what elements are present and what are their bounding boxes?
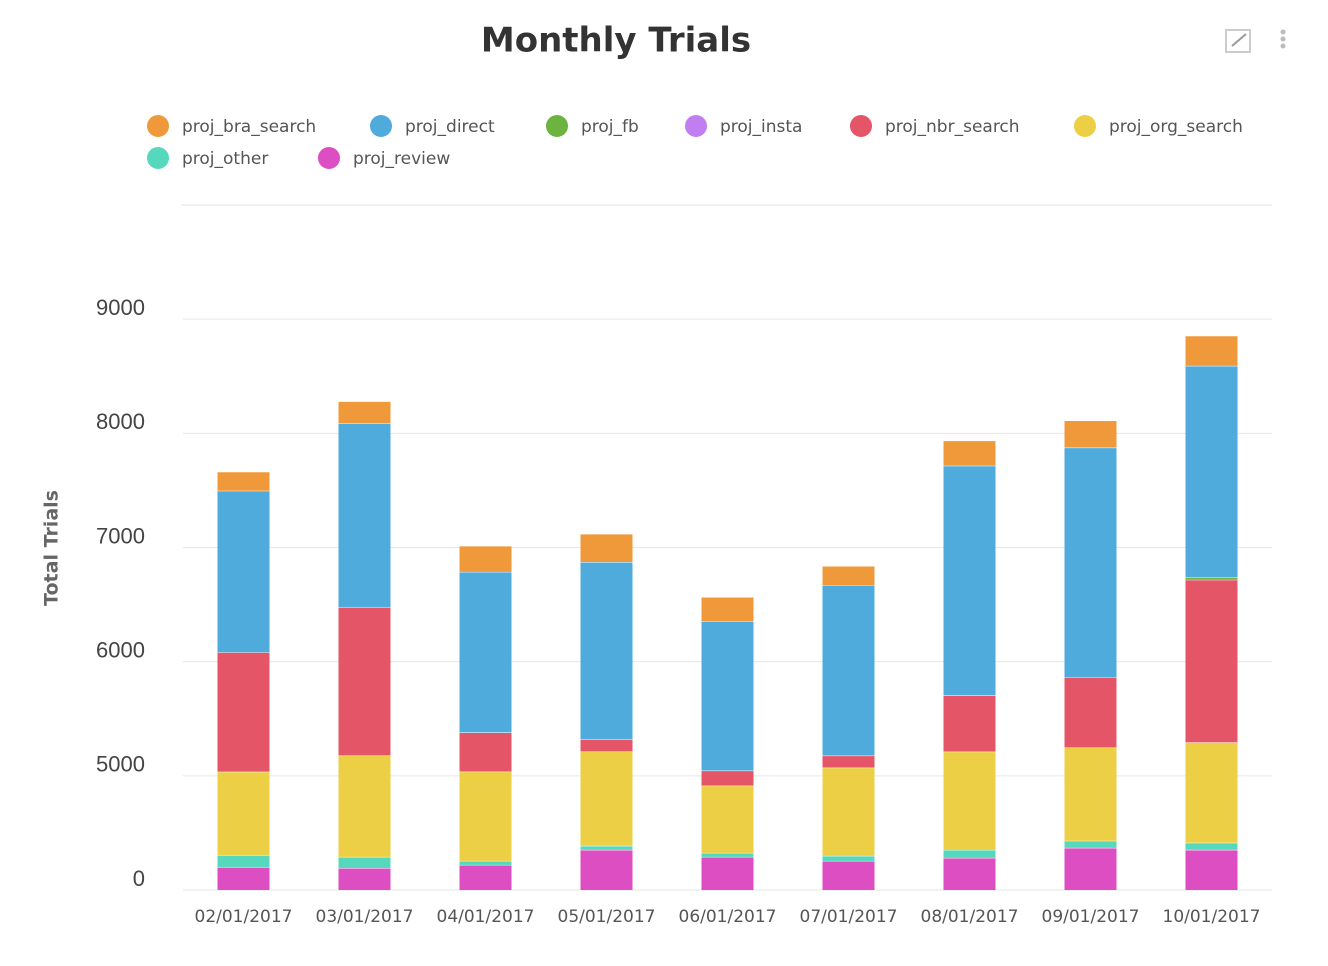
- y-tick-label: 9000: [96, 295, 145, 320]
- legend-swatch: [1074, 115, 1096, 137]
- bar-segment: [1185, 577, 1238, 580]
- bar-segment: [943, 857, 996, 890]
- menu-dot: [1280, 43, 1286, 49]
- bar-segment: [459, 771, 512, 861]
- legend-swatch: [147, 115, 169, 137]
- y-tick-label: 8000: [96, 409, 145, 434]
- y-tick-label: 7000: [96, 523, 145, 548]
- bar-segment: [1185, 579, 1238, 743]
- menu-icon[interactable]: [1280, 29, 1286, 49]
- bar-segment: [1064, 847, 1117, 890]
- legend-swatch: [318, 147, 340, 169]
- x-tick-label: 04/01/2017: [437, 907, 535, 927]
- bar-segment: [701, 770, 754, 786]
- bar-segment: [580, 739, 633, 752]
- y-tick-label: 5000: [96, 752, 145, 777]
- bar-segment: [459, 864, 512, 890]
- bar-segment: [943, 465, 996, 696]
- expand-frame: [1225, 29, 1251, 53]
- bar-segment: [580, 845, 633, 850]
- bar-segment: [701, 785, 754, 853]
- bar-segment: [580, 561, 633, 740]
- legend-label: proj_insta: [720, 117, 802, 137]
- bar-segment: [459, 545, 512, 572]
- bar-segment: [338, 755, 391, 857]
- x-tick-label: 03/01/2017: [316, 907, 414, 927]
- x-tick-label: 09/01/2017: [1042, 907, 1140, 927]
- y-tick-label: 6000: [96, 637, 145, 662]
- bar-segment: [1185, 849, 1238, 890]
- legend-swatch: [370, 115, 392, 137]
- bar-segment: [822, 855, 875, 861]
- bar-segment: [701, 621, 754, 771]
- bar-segment: [1185, 365, 1238, 578]
- expand-arrow: [1231, 33, 1247, 47]
- bar-segment: [338, 401, 391, 424]
- chart-title: Monthly Trials: [481, 21, 751, 61]
- bar-segment: [943, 849, 996, 858]
- legend-swatch: [850, 115, 872, 137]
- bar-segment: [338, 606, 391, 756]
- bar-segment: [338, 867, 391, 890]
- legend-label: proj_other: [182, 149, 268, 169]
- bar-segment: [943, 695, 996, 752]
- legend-label: proj_review: [353, 149, 450, 169]
- bar-segment: [1064, 447, 1117, 678]
- legend-swatch: [685, 115, 707, 137]
- bar-segment: [580, 849, 633, 890]
- bar-segment: [217, 490, 270, 653]
- bar-segment: [217, 652, 270, 772]
- legend-label: proj_fb: [581, 117, 639, 137]
- bar-segment: [459, 732, 512, 772]
- bar-segment: [459, 860, 512, 865]
- bar-segment: [943, 751, 996, 850]
- legend-label: proj_org_search: [1109, 117, 1243, 137]
- menu-dot: [1280, 36, 1286, 42]
- bar-segment: [217, 854, 270, 867]
- expand-icon[interactable]: [1225, 29, 1251, 53]
- bar-segment: [701, 852, 754, 857]
- bar-segment: [701, 597, 754, 622]
- menu-dot: [1280, 29, 1286, 35]
- bar-segment: [822, 860, 875, 890]
- bar-segment: [943, 440, 996, 466]
- x-tick-label: 08/01/2017: [921, 907, 1019, 927]
- bar-segment: [822, 767, 875, 856]
- bar-segment: [580, 751, 633, 846]
- x-tick-label: 05/01/2017: [558, 907, 656, 927]
- bar-segment: [459, 571, 512, 733]
- bar-segment: [217, 866, 270, 890]
- bar-segment: [1064, 677, 1117, 748]
- bar-segment: [1185, 842, 1238, 850]
- bar-segment: [338, 423, 391, 607]
- legend-swatch: [147, 147, 169, 169]
- bar-segment: [1185, 742, 1238, 843]
- bar-segment: [217, 471, 270, 491]
- legend-swatch: [546, 115, 568, 137]
- x-tick-label: 10/01/2017: [1163, 907, 1261, 927]
- y-tick-label: 0: [133, 866, 145, 891]
- bar-segment: [822, 755, 875, 768]
- y-axis-title: Total Trials: [41, 490, 63, 606]
- bar-segment: [1064, 747, 1117, 841]
- bar-segment: [580, 533, 633, 562]
- x-tick-label: 02/01/2017: [195, 907, 293, 927]
- x-tick-label: 07/01/2017: [800, 907, 898, 927]
- x-tick-label: 06/01/2017: [679, 907, 777, 927]
- bar-segment: [822, 565, 875, 586]
- legend-label: proj_direct: [405, 117, 495, 137]
- legend-label: proj_nbr_search: [885, 117, 1020, 137]
- legend-label: proj_bra_search: [182, 117, 316, 137]
- bar-segment: [1064, 420, 1117, 448]
- bar-segment: [701, 856, 754, 890]
- bar-segment: [822, 585, 875, 756]
- bar-segment: [1185, 335, 1238, 366]
- bar-segment: [338, 856, 391, 868]
- bar-segment: [1064, 840, 1117, 848]
- bar-segment: [217, 771, 270, 855]
